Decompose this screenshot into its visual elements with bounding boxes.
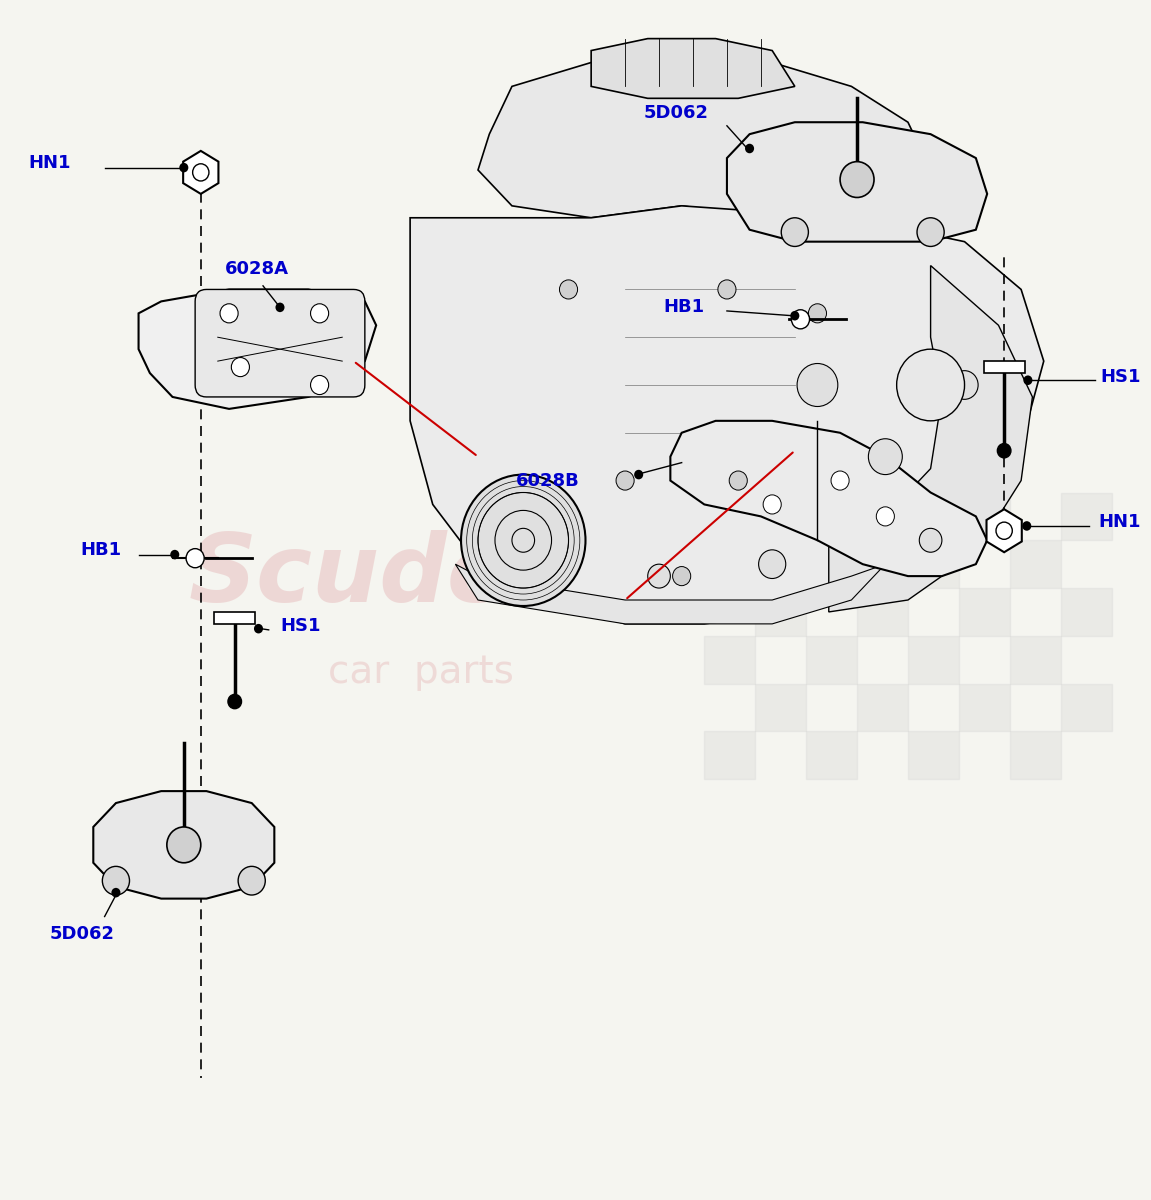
Bar — [704, 636, 755, 684]
Circle shape — [634, 470, 643, 479]
Bar — [1061, 684, 1112, 731]
Text: 5D062: 5D062 — [643, 104, 709, 122]
Bar — [755, 492, 806, 540]
Circle shape — [186, 548, 204, 568]
Circle shape — [102, 866, 130, 895]
Circle shape — [1023, 376, 1032, 385]
Circle shape — [167, 827, 200, 863]
Text: HN1: HN1 — [28, 154, 70, 172]
Circle shape — [1022, 521, 1031, 530]
Circle shape — [275, 302, 284, 312]
Bar — [959, 684, 1009, 731]
Circle shape — [559, 280, 578, 299]
Circle shape — [897, 349, 965, 421]
Text: Scuderia: Scuderia — [189, 530, 654, 622]
Bar — [806, 636, 857, 684]
Polygon shape — [984, 361, 1024, 373]
Bar — [857, 684, 908, 731]
Polygon shape — [456, 564, 885, 624]
Bar — [1009, 540, 1061, 588]
Circle shape — [996, 522, 1012, 539]
Bar — [704, 540, 755, 588]
Polygon shape — [93, 791, 274, 899]
Circle shape — [730, 472, 747, 490]
Circle shape — [231, 358, 250, 377]
Bar — [1061, 492, 1112, 540]
Circle shape — [311, 376, 329, 395]
Bar — [755, 684, 806, 731]
Polygon shape — [138, 289, 376, 409]
Circle shape — [718, 280, 735, 299]
Bar — [755, 588, 806, 636]
Bar — [704, 731, 755, 779]
Circle shape — [462, 474, 586, 606]
Circle shape — [228, 695, 242, 709]
Circle shape — [808, 304, 826, 323]
Text: 5D062: 5D062 — [49, 925, 114, 943]
Bar — [1009, 731, 1061, 779]
Bar — [908, 731, 959, 779]
Bar — [806, 540, 857, 588]
Text: HB1: HB1 — [663, 299, 704, 317]
Circle shape — [840, 162, 874, 198]
Circle shape — [672, 566, 691, 586]
Circle shape — [759, 550, 786, 578]
Circle shape — [998, 444, 1011, 458]
Bar — [806, 731, 857, 779]
Polygon shape — [214, 612, 256, 624]
Circle shape — [112, 888, 121, 898]
Polygon shape — [478, 50, 931, 217]
Circle shape — [920, 528, 942, 552]
Bar — [959, 492, 1009, 540]
Circle shape — [917, 217, 944, 246]
Polygon shape — [183, 151, 219, 194]
Circle shape — [648, 564, 670, 588]
Circle shape — [170, 550, 180, 559]
Polygon shape — [592, 38, 795, 98]
Polygon shape — [727, 122, 988, 241]
Circle shape — [951, 371, 978, 400]
Circle shape — [220, 304, 238, 323]
Polygon shape — [670, 421, 988, 576]
Circle shape — [745, 144, 754, 154]
Polygon shape — [410, 206, 1044, 624]
Circle shape — [254, 624, 264, 634]
Bar — [908, 636, 959, 684]
Circle shape — [180, 163, 189, 173]
Circle shape — [798, 364, 838, 407]
Circle shape — [868, 439, 902, 474]
Text: HN1: HN1 — [1098, 514, 1141, 532]
Polygon shape — [986, 509, 1022, 552]
Text: HB1: HB1 — [81, 541, 122, 559]
Circle shape — [792, 310, 809, 329]
Bar — [857, 492, 908, 540]
Text: HS1: HS1 — [280, 617, 320, 635]
Circle shape — [311, 304, 329, 323]
Bar — [1009, 636, 1061, 684]
Bar — [959, 588, 1009, 636]
Circle shape — [192, 163, 209, 181]
Text: HS1: HS1 — [1100, 367, 1141, 385]
Bar — [908, 540, 959, 588]
Polygon shape — [829, 265, 1032, 612]
Bar — [857, 588, 908, 636]
Text: 6028A: 6028A — [226, 259, 289, 277]
Text: car  parts: car parts — [328, 653, 514, 691]
Circle shape — [791, 311, 799, 320]
FancyBboxPatch shape — [196, 289, 365, 397]
Circle shape — [782, 217, 808, 246]
Bar — [1061, 588, 1112, 636]
Circle shape — [616, 472, 634, 490]
Circle shape — [876, 506, 894, 526]
Circle shape — [831, 472, 849, 490]
Circle shape — [238, 866, 265, 895]
Circle shape — [763, 494, 782, 514]
Text: 6028B: 6028B — [516, 472, 580, 490]
